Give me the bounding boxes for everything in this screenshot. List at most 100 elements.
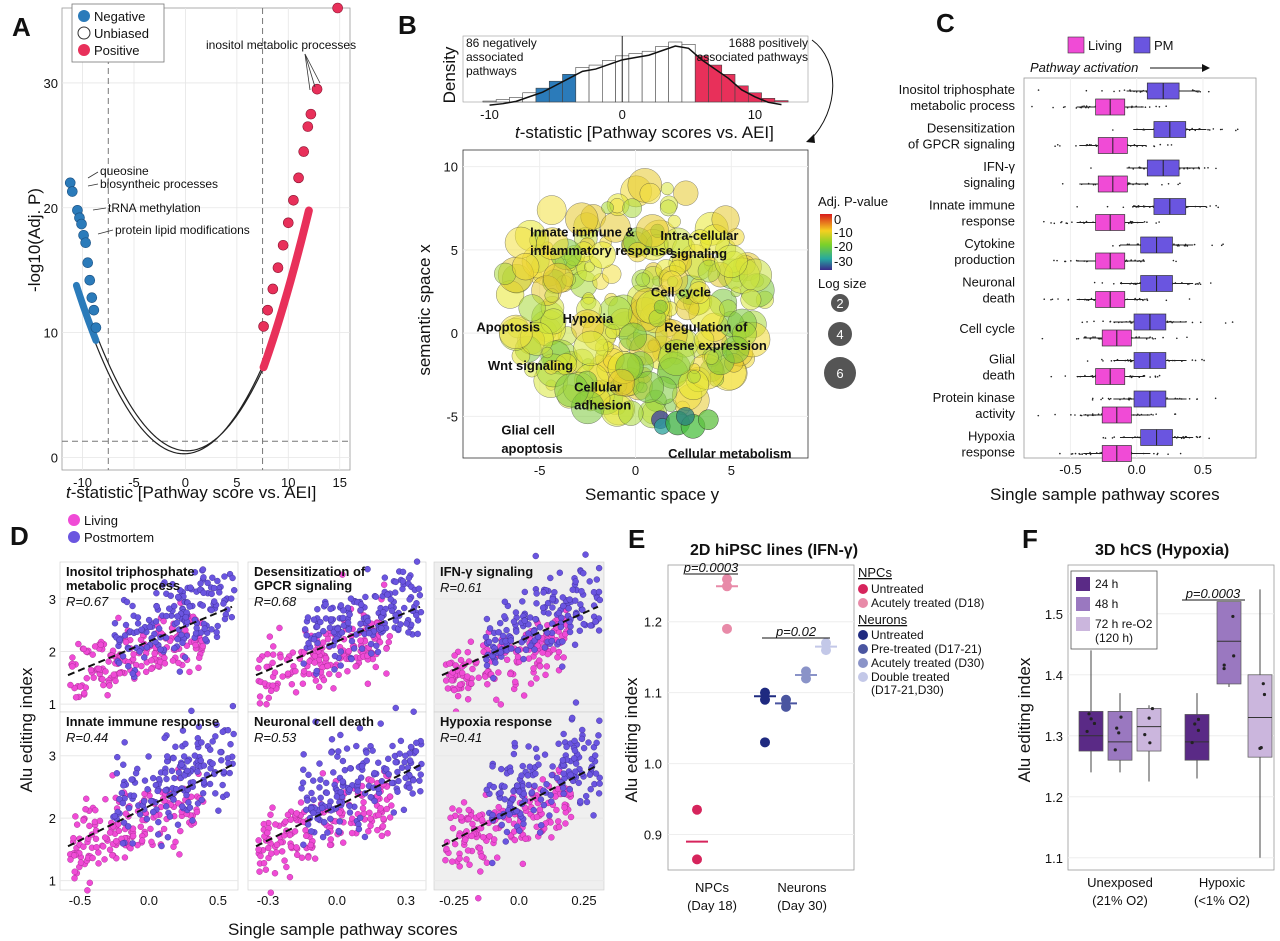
d-postmortem-point [346, 786, 353, 793]
d-living-point [177, 827, 184, 835]
b-bubble [675, 296, 700, 321]
d-living-point [148, 838, 155, 846]
legend-negative-marker [78, 10, 90, 22]
d-living-point [384, 830, 391, 837]
d-living-point [464, 696, 472, 703]
d-living-point [272, 821, 279, 828]
d-living-point [486, 833, 493, 840]
legend-d-living-marker [68, 514, 80, 526]
b-hist-xtick: 0 [619, 107, 626, 122]
d-postmortem-point [518, 772, 525, 779]
d-postmortem-point [150, 808, 157, 816]
d-postmortem-point [575, 779, 582, 787]
d-living-point [265, 694, 272, 702]
c-outlier [1158, 105, 1161, 108]
d-living-point [293, 844, 300, 851]
d-living-point [383, 645, 390, 652]
c-outlier [1191, 321, 1194, 324]
c-outlier [1053, 259, 1055, 262]
positive-point [267, 283, 279, 295]
d-postmortem-point [385, 771, 392, 778]
b-xtick: -5 [534, 463, 546, 478]
d-living-point [383, 805, 390, 813]
d-postmortem-point [209, 738, 216, 745]
d-postmortem-point [323, 789, 331, 797]
c-outlier [1174, 413, 1177, 415]
d-living-point [104, 692, 111, 699]
d-living-point [175, 659, 182, 667]
d-postmortem-point [378, 778, 386, 785]
d-postmortem-point [520, 820, 527, 828]
d-living-point [256, 700, 264, 707]
d-living-point [550, 646, 557, 653]
d-postmortem-point [595, 790, 603, 797]
d-living-point [344, 668, 351, 675]
legend-f-72b: (120 h) [1095, 631, 1133, 645]
d-postmortem-point [406, 596, 413, 603]
d-postmortem-point [560, 770, 567, 777]
d-living-point [386, 632, 393, 640]
c-outlier [1203, 167, 1206, 169]
c-outlier [1050, 298, 1052, 301]
colorbar [820, 214, 832, 270]
c-outlier [1136, 145, 1138, 148]
a-ytick: 0 [51, 451, 58, 466]
d-living-point [283, 863, 290, 871]
legend-negative-label: Negative [94, 9, 145, 24]
d-postmortem-point [532, 615, 539, 623]
legend-e-npc-untreated: Untreated [871, 582, 924, 596]
panel-c: C Living PM Pathway activation Inositol … [899, 8, 1257, 504]
b-bubble [573, 330, 609, 366]
d-living-point [451, 652, 458, 659]
legend-f-24: 24 h [1095, 577, 1118, 591]
c-outlier [1064, 260, 1067, 263]
d-living-point [169, 657, 177, 664]
d-postmortem-point [560, 602, 567, 610]
d-postmortem-point [344, 619, 352, 626]
d-living-point [130, 651, 137, 658]
d-postmortem-point [348, 637, 356, 645]
d-postmortem-point [414, 630, 421, 638]
legend-f-72: 72 h re-O2 [1095, 617, 1153, 631]
d-living-point [268, 850, 275, 857]
positive-point [311, 83, 323, 95]
c-outlier [1109, 397, 1112, 400]
c-outlier [1154, 375, 1157, 377]
d-living-point [443, 845, 450, 853]
d-living-point [319, 639, 327, 646]
d-living-point [270, 651, 277, 658]
d-living-point [476, 844, 484, 852]
d-postmortem-point [546, 812, 553, 819]
d-postmortem-point [200, 574, 207, 581]
c-outlier [1199, 90, 1202, 93]
d-living-point [449, 858, 456, 865]
d-living-point [449, 825, 457, 832]
d-living-point [70, 834, 77, 842]
d-living-point [456, 863, 463, 870]
d-living-point [82, 684, 90, 691]
d-postmortem-point [328, 749, 335, 756]
c-outlier [1162, 336, 1164, 339]
c-outlier [1094, 336, 1096, 338]
d-correlation: R=0.44 [66, 730, 108, 745]
c-outlier [1156, 375, 1159, 378]
panel-e-x2b: (Day 30) [777, 898, 827, 913]
d-postmortem-point [129, 670, 136, 677]
d-living-point [286, 873, 294, 881]
d-postmortem-point [158, 842, 165, 850]
legend-e-n-acute: Acutely treated (D30) [871, 656, 984, 670]
b-bubble [687, 281, 711, 304]
d-postmortem-point [335, 827, 342, 835]
d-postmortem-point [583, 798, 591, 806]
b-hist-xtick: 10 [748, 107, 762, 122]
d-postmortem-point [567, 771, 574, 779]
d-postmortem-point [405, 574, 413, 582]
f-point [1143, 733, 1147, 737]
d-postmortem-point [364, 617, 372, 625]
c-outlier [1102, 360, 1104, 362]
panel-d-xlabel: Single sample pathway scores [228, 920, 458, 939]
f-point [1190, 740, 1194, 745]
d-postmortem-point [300, 841, 307, 848]
size-legend-4-label: 4 [836, 327, 843, 342]
c-outlier [1144, 298, 1146, 301]
